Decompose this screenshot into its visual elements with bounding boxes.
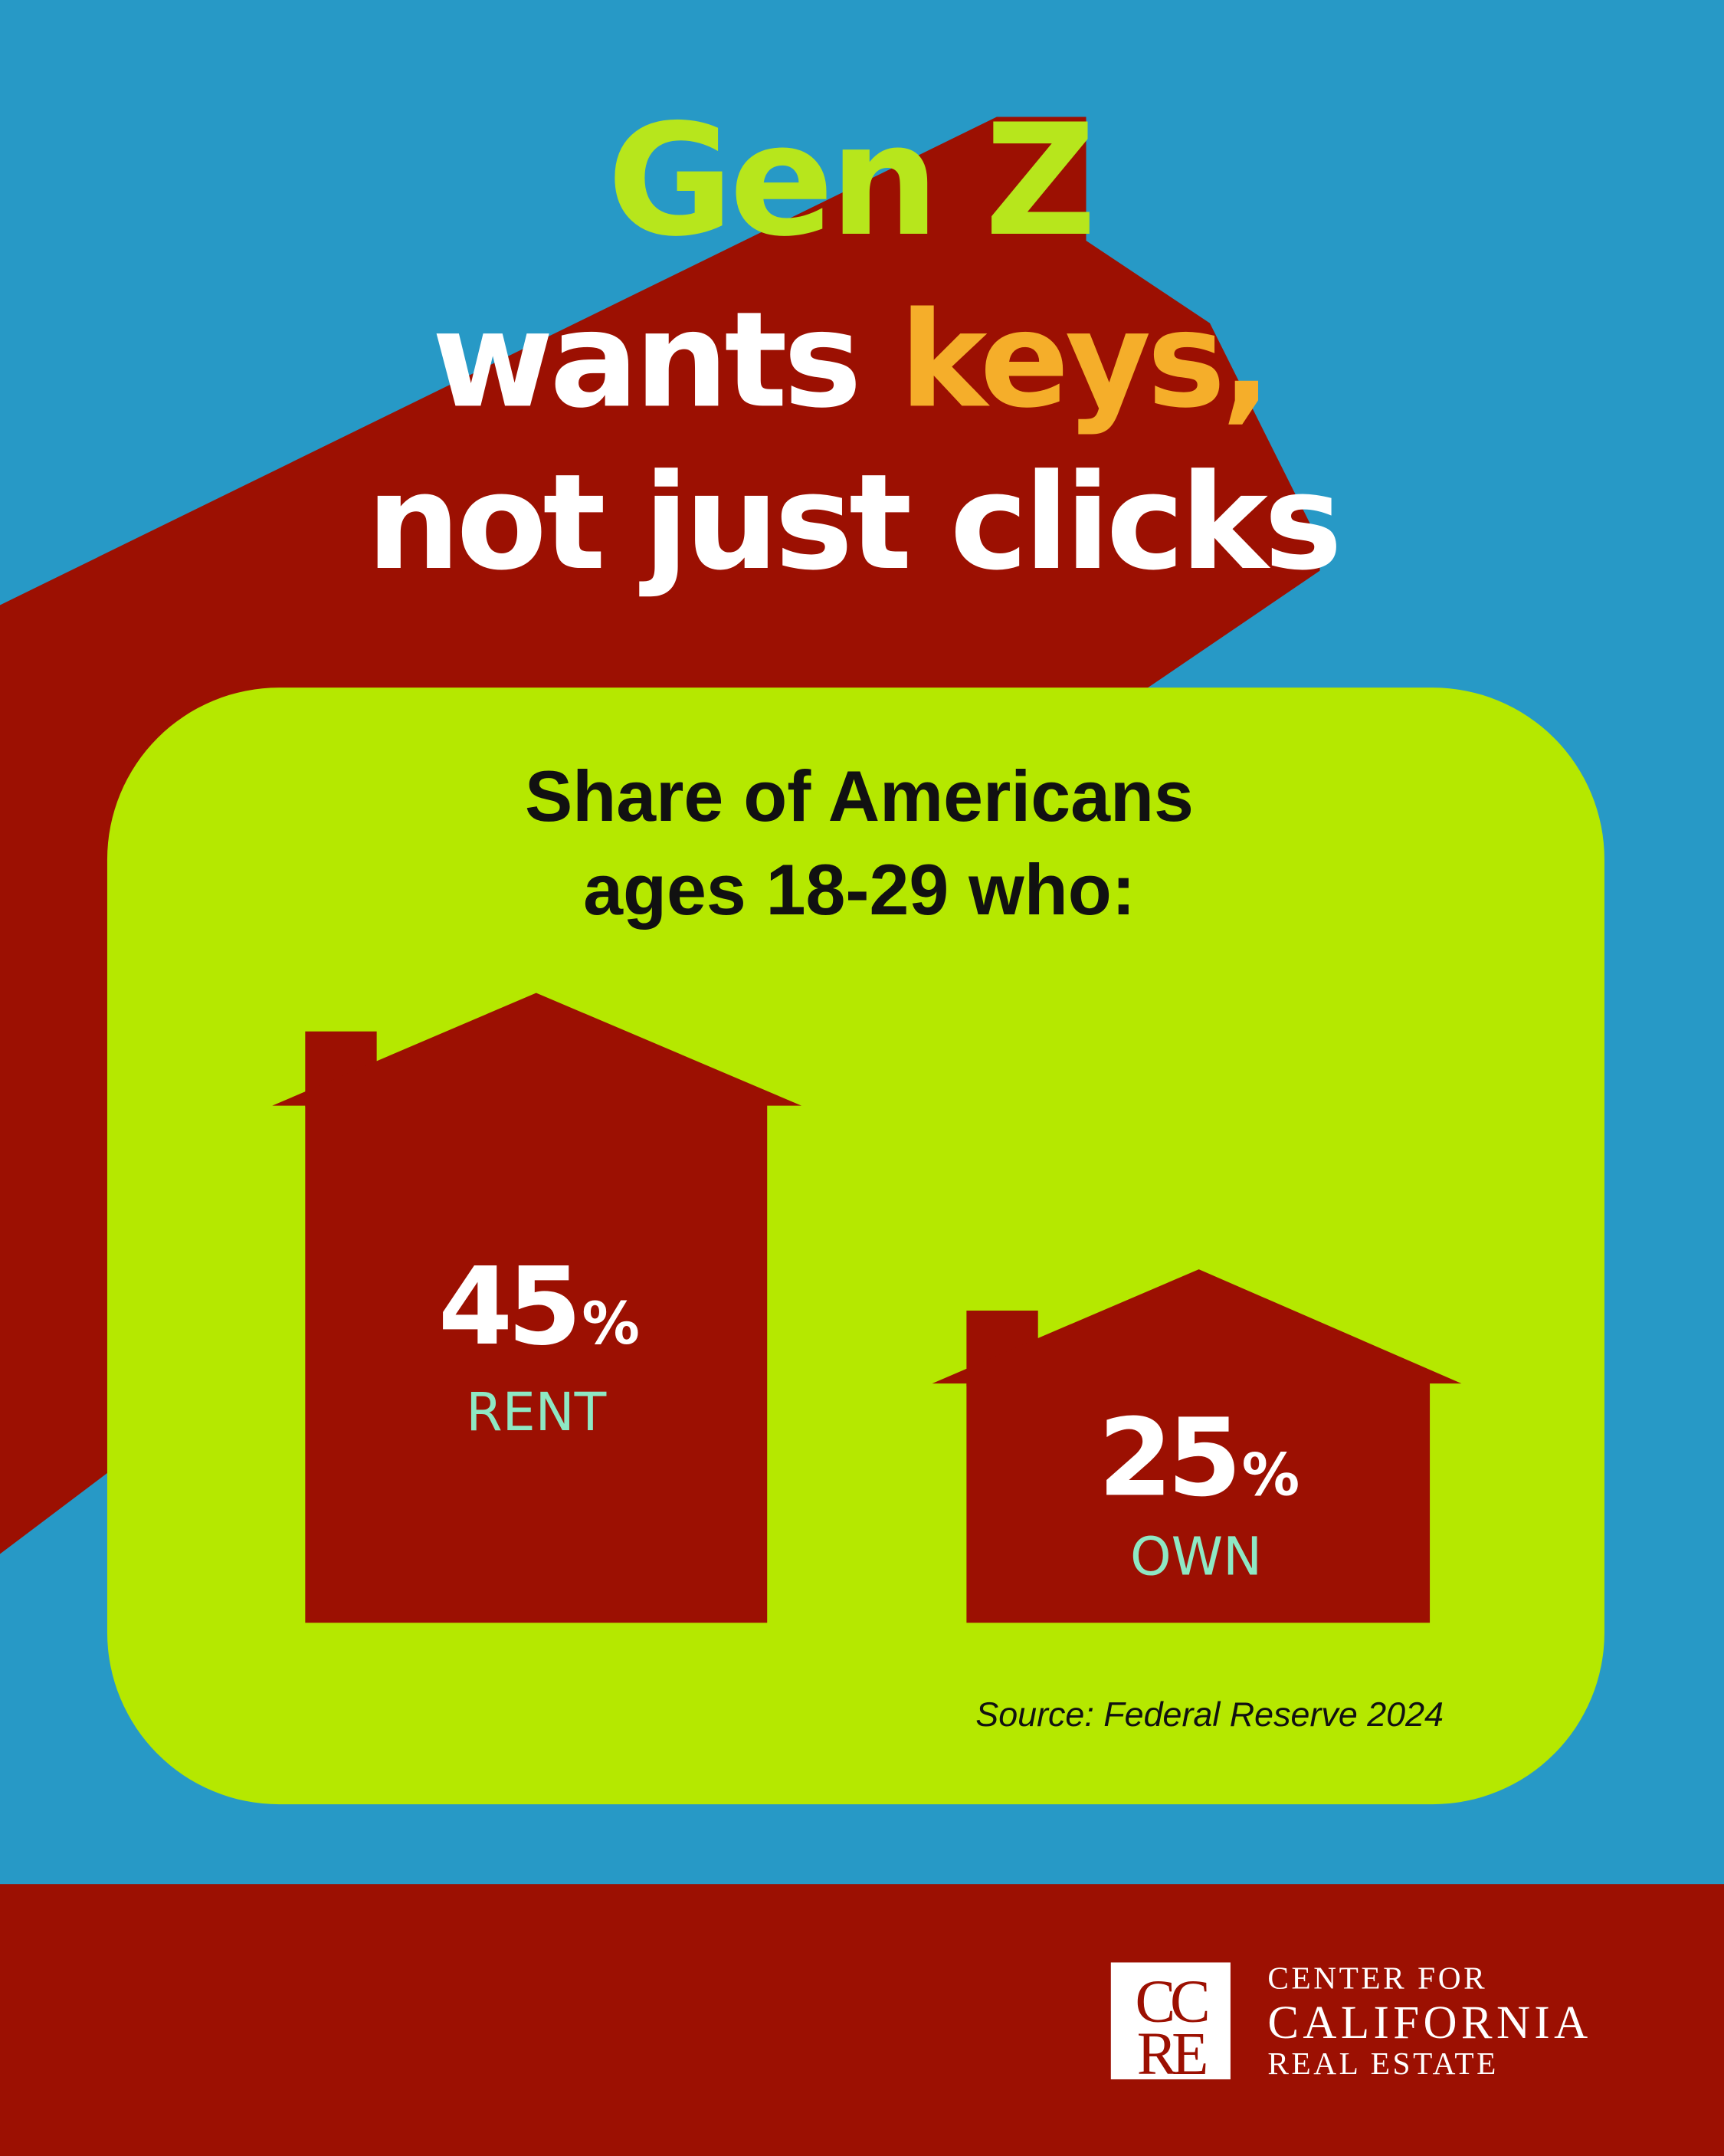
headline: Gen Z wants keys, not just clicks: [366, 91, 1342, 599]
stat-own-value: 25%: [1098, 1396, 1299, 1521]
headline-line2-a: wants: [432, 283, 900, 437]
subtitle-line2: ages 18-29 who:: [583, 850, 1136, 930]
card-subtitle: Share of Americans ages 18-29 who:: [525, 756, 1194, 930]
org-line3: REAL ESTATE: [1267, 2046, 1499, 2081]
subtitle-line1: Share of Americans: [525, 756, 1194, 836]
org-line1: CENTER FOR: [1267, 1961, 1487, 1996]
footer-band: [0, 1884, 1724, 2156]
logo-mark-bottom: RE: [1137, 2021, 1206, 2088]
headline-line3: not just clicks: [366, 445, 1338, 599]
headline-keyword: keys,: [900, 283, 1267, 437]
logo-mark-top: CC: [1135, 1969, 1207, 2036]
stat-rent: 45% RENT: [438, 1245, 644, 1443]
stat-own: 25% OWN: [1098, 1396, 1304, 1587]
headline-line2: wants keys,: [432, 283, 1268, 437]
stat-rent-value: 45%: [438, 1245, 639, 1370]
ccre-logo: CC RE CENTER FOR CALIFORNIA REAL ESTATE: [1110, 1961, 1591, 2088]
house-icon-rent: [272, 993, 802, 1623]
source-note: Source: Federal Reserve 2024: [975, 1695, 1444, 1734]
headline-line1: Gen Z: [607, 91, 1092, 271]
logo-mark: [1110, 1962, 1231, 2079]
stat-own-label: OWN: [1130, 1527, 1262, 1587]
org-name: CENTER FOR CALIFORNIA REAL ESTATE: [1267, 1961, 1591, 2081]
org-line2: CALIFORNIA: [1267, 1997, 1591, 2049]
house-icon-own: [932, 1269, 1462, 1623]
stat-rent-label: RENT: [466, 1383, 606, 1443]
